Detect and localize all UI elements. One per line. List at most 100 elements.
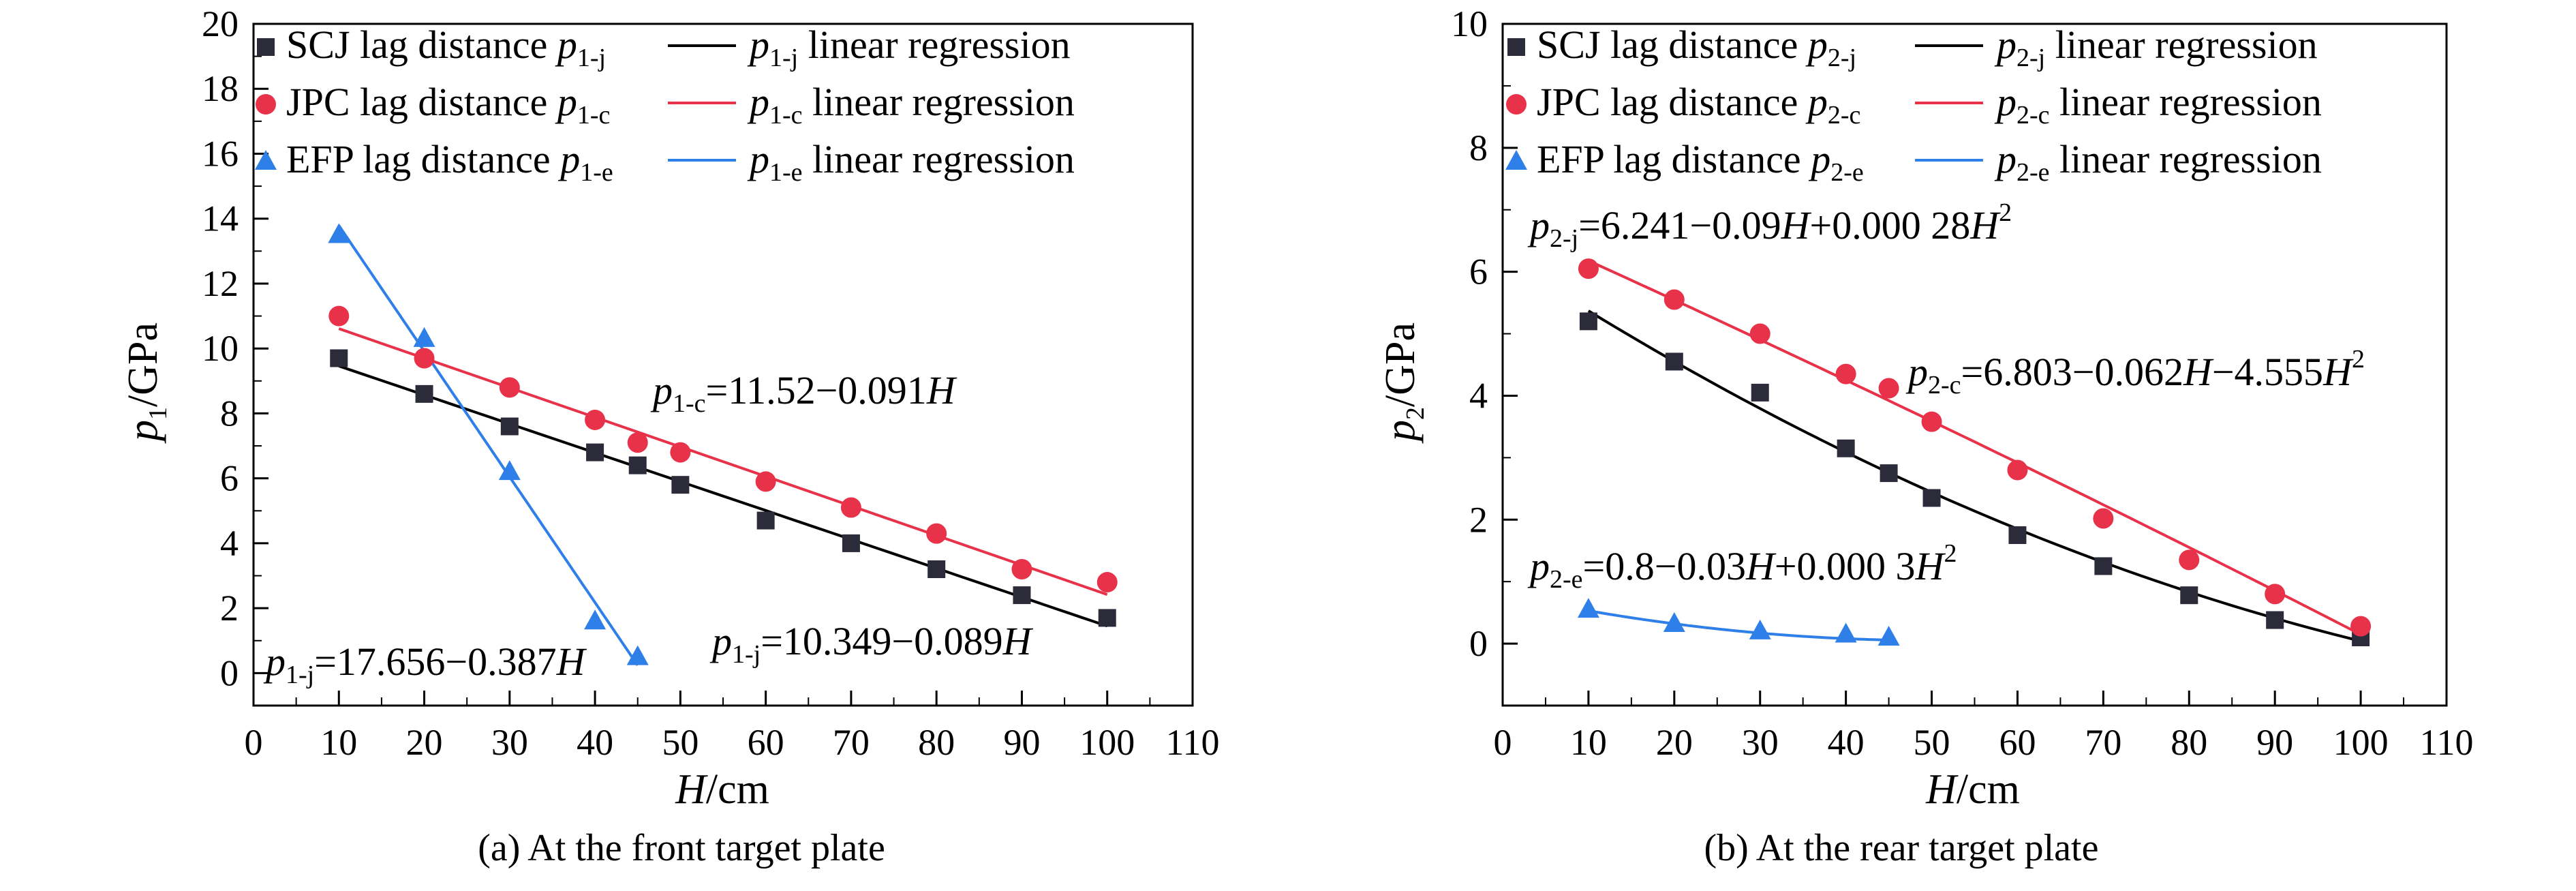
data-point-series-0 (671, 476, 690, 494)
data-point-series-2 (1749, 619, 1771, 639)
data-point-series-0 (756, 511, 775, 530)
data-point-series-0 (2094, 557, 2113, 575)
x-tick-label: 0 (245, 722, 263, 763)
legend-label-1: JPC lag distance p1-c (286, 80, 610, 130)
data-point-series-1 (926, 523, 947, 544)
data-point-series-1 (670, 442, 691, 463)
plot-frame (252, 22, 1194, 707)
x-tick-label: 40 (577, 722, 613, 763)
x-tick-label: 100 (1079, 722, 1135, 763)
y-tick-label: 16 (202, 133, 239, 174)
data-point-series-1 (1578, 258, 1599, 280)
legend-regression-label-2: p2-e linear regression (1994, 137, 2322, 187)
y-tick-label: 6 (1469, 252, 1488, 292)
x-tick-label: 50 (1914, 722, 1950, 763)
x-tick-label: 100 (2333, 722, 2389, 763)
data-point-series-2 (498, 460, 521, 481)
data-point-series-0 (1098, 609, 1116, 627)
data-point-series-0 (927, 560, 946, 578)
x-axis-title: H/cm (675, 766, 769, 813)
x-tick-label: 60 (748, 722, 784, 763)
x-tick-label: 20 (1656, 722, 1693, 763)
legend-label-2: EFP lag distance p2-e (1537, 137, 1864, 187)
legend-marker-1 (1506, 94, 1527, 115)
y-tick-label: 8 (220, 393, 239, 434)
data-point-series-1 (2350, 616, 2372, 637)
y-tick-label: 0 (220, 652, 239, 693)
data-point-series-2 (1577, 598, 1599, 618)
chart-panel-b: 0 10 20 30 40 50 60 70 80 90 100 110 0 2 4 6 8 10 H/cm p2/G… (1377, 3, 2474, 869)
x-tick-label: 110 (2420, 722, 2474, 763)
y-tick-label: 12 (202, 263, 239, 304)
regression-equation-2: p2-e=0.8−0.03H+0.000 3H2 (1527, 539, 1957, 594)
x-axis-title: H/cm (1925, 766, 2020, 813)
x-tick-label: 80 (2171, 722, 2207, 763)
regression-equation-1: p1-j=17.656−0.387H (263, 639, 587, 689)
data-point-series-1 (1921, 411, 1942, 432)
data-point-series-1 (840, 497, 861, 518)
x-tick-label: 70 (2085, 722, 2121, 763)
y-tick-label: 14 (202, 198, 239, 239)
data-point-series-0 (628, 456, 647, 474)
data-point-series-0 (1579, 312, 1597, 331)
data-point-series-0 (586, 443, 604, 462)
regression-line-1 (1588, 259, 2362, 636)
regression-equation-2: p1-j=10.349−0.089H (709, 619, 1034, 669)
chart-panel-a: 0 10 20 30 40 50 60 70 80 90 100 110 0 2 4 6 8 10 12 14 16 18… (120, 3, 1220, 869)
x-tick-label: 20 (406, 722, 443, 763)
data-point-series-1 (585, 409, 606, 430)
legend-regression-label-2: p1-e linear regression (747, 137, 1075, 187)
data-point-series-0 (330, 349, 348, 367)
data-point-series-1 (1835, 363, 1856, 384)
y-tick-label: 18 (202, 68, 239, 109)
legend-label-0: SCJ lag distance p1-j (286, 22, 606, 72)
y-tick-label: 10 (1451, 3, 1488, 44)
panel-caption-a: (a) At the front target plate (478, 827, 885, 869)
legend-marker-2 (255, 150, 277, 170)
data-point-series-0 (500, 417, 519, 436)
legend-marker-0 (257, 38, 275, 56)
data-point-series-1 (414, 348, 435, 369)
y-tick-label: 10 (202, 328, 239, 369)
data-point-series-0 (1922, 489, 1941, 507)
data-point-series-1 (2265, 584, 2286, 605)
x-tick-label: 40 (1828, 722, 1865, 763)
x-tick-label: 90 (2256, 722, 2293, 763)
data-point-series-1 (1663, 289, 1685, 310)
legend-marker-1 (256, 94, 276, 115)
data-point-series-1 (2093, 508, 2114, 529)
data-point-series-1 (1878, 378, 1899, 399)
data-point-series-0 (1837, 439, 1855, 457)
data-point-series-2 (1877, 626, 1900, 646)
data-point-series-2 (626, 645, 649, 665)
y-tick-label: 4 (220, 523, 239, 564)
data-point-series-0 (842, 534, 860, 552)
regression-equation-0: p2-j=6.241−0.09H+0.000 28H2 (1527, 198, 2012, 253)
regression-equation-0: p1-c=11.52−0.091H (650, 368, 957, 418)
legend-regression-label-1: p2-c linear regression (1994, 80, 2322, 130)
data-point-series-2 (584, 609, 607, 630)
data-point-series-1 (1011, 559, 1032, 579)
data-point-series-2 (413, 327, 435, 347)
regression-line-1 (338, 327, 1108, 596)
data-point-series-0 (1013, 586, 1031, 605)
regression-line-0 (338, 365, 1108, 628)
y-tick-label: 2 (1469, 499, 1488, 540)
legend-marker-2 (1505, 150, 1527, 170)
data-point-series-2 (328, 223, 350, 243)
data-point-series-1 (328, 305, 350, 327)
data-point-series-1 (627, 432, 648, 453)
data-point-series-0 (1751, 383, 1769, 402)
data-point-series-0 (1880, 464, 1898, 483)
legend-regression-label-0: p1-j linear regression (747, 22, 1071, 72)
y-tick-label: 2 (220, 588, 239, 629)
data-point-series-0 (2266, 611, 2284, 629)
x-tick-label: 50 (662, 722, 699, 763)
x-tick-label: 10 (1570, 722, 1607, 763)
regression-line-2 (337, 224, 639, 667)
panel-caption-b: (b) At the rear target plate (1704, 827, 2099, 869)
x-tick-label: 0 (1494, 722, 1512, 763)
legend-marker-0 (1507, 38, 1525, 56)
data-point-series-1 (755, 471, 776, 492)
